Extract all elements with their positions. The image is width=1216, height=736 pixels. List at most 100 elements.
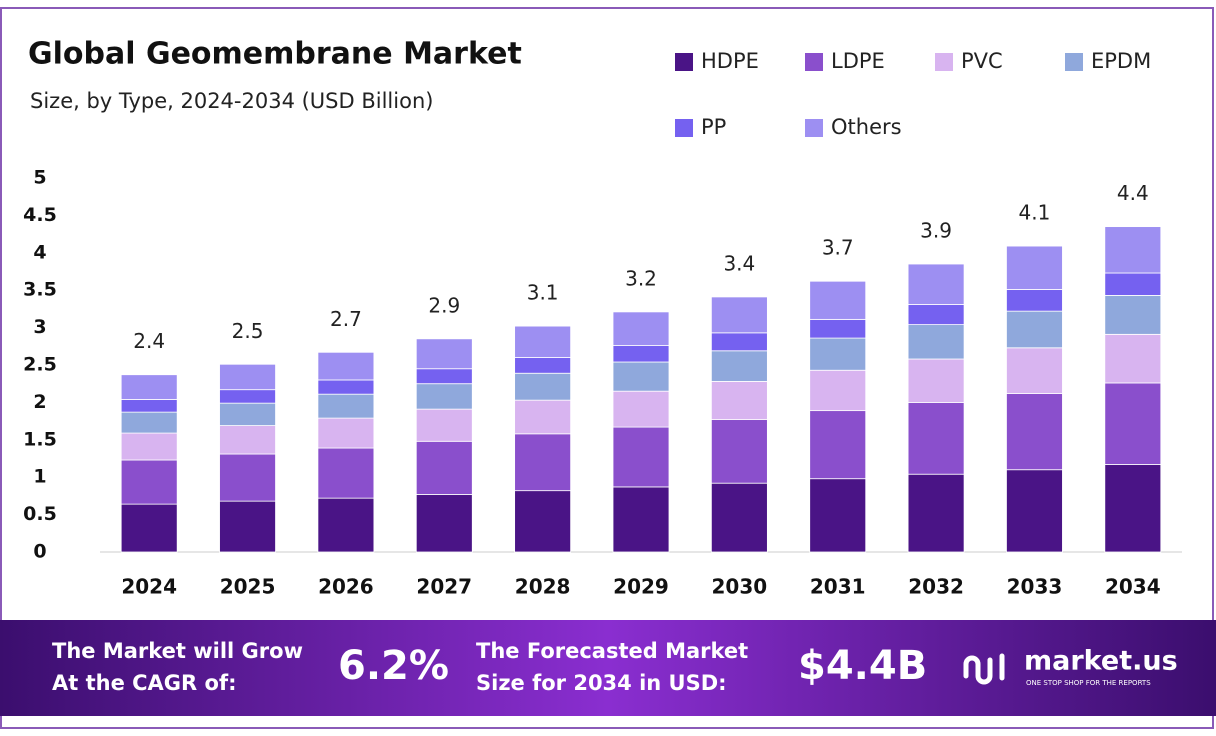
brand-logo — [963, 653, 1005, 685]
bar-segment — [612, 390, 670, 428]
x-tick-label: 2031 — [810, 575, 866, 599]
bar-segment — [809, 410, 867, 480]
banner — [0, 620, 1216, 716]
bar-segment — [809, 478, 867, 553]
x-tick-label: 2026 — [318, 575, 374, 599]
total-label: 2.9 — [428, 293, 460, 317]
legend-swatch — [935, 53, 953, 71]
y-tick-label: 0 — [33, 541, 46, 563]
bar-segment — [710, 350, 768, 382]
bar-segment — [120, 374, 178, 400]
bar-segment — [1006, 393, 1063, 471]
bar-segment — [1104, 333, 1162, 384]
bar-segment — [1104, 226, 1162, 274]
x-tick-label: 2029 — [613, 575, 669, 599]
bar-segment — [120, 432, 178, 461]
brand: market.us — [1024, 646, 1178, 677]
bar-segment — [809, 280, 867, 320]
total-label: 2.4 — [133, 329, 165, 353]
x-tick-label: 2032 — [908, 575, 964, 599]
y-tick-label: 3 — [33, 316, 46, 338]
banner-value: $4.4B — [798, 643, 927, 689]
bar-segment — [809, 318, 867, 339]
bar-segment — [317, 497, 375, 553]
banner-text: At the CAGR of: — [52, 671, 237, 695]
bar-segment — [120, 459, 178, 505]
legend-swatch — [805, 53, 823, 71]
x-tick-label: 2027 — [416, 575, 472, 599]
bar-segment — [1104, 295, 1162, 335]
bar-segment — [317, 417, 375, 449]
bar-segment — [415, 440, 473, 495]
bar-segment — [710, 419, 768, 484]
total-label: 4.1 — [1019, 201, 1051, 225]
bar-segment — [415, 383, 473, 410]
x-tick-label: 2025 — [220, 575, 276, 599]
bar-segment — [710, 332, 768, 352]
bar-segment — [612, 361, 670, 392]
bar-segment — [219, 363, 276, 391]
bar-segment — [1006, 310, 1063, 349]
y-tick-label: 0.5 — [23, 503, 57, 525]
bar-segment — [612, 486, 670, 553]
bar-segment — [514, 433, 572, 492]
bar-segment — [514, 399, 572, 435]
bar-segment — [415, 368, 473, 385]
bar-segment — [1104, 382, 1162, 465]
bar-segment — [612, 426, 670, 488]
legend-label: Others — [831, 115, 902, 139]
bar-segment — [415, 338, 473, 370]
total-label: 2.7 — [330, 307, 362, 331]
bar-segment — [1104, 272, 1162, 296]
total-label: 2.5 — [232, 319, 264, 343]
banner-text: The Market will Grow — [52, 639, 303, 663]
x-tick-label: 2028 — [515, 575, 571, 599]
bar-segment — [710, 296, 768, 334]
bar-segment — [907, 324, 965, 360]
total-label: 4.4 — [1117, 181, 1149, 205]
y-tick-label: 2 — [33, 391, 46, 413]
bar-segment — [1006, 245, 1063, 290]
bar-segment — [219, 389, 276, 404]
chart-subtitle: Size, by Type, 2024-2034 (USD Billion) — [30, 89, 433, 113]
legend-swatch — [1065, 53, 1083, 71]
bar-segment — [317, 351, 375, 381]
bar-segment — [907, 401, 965, 475]
legend-label: HDPE — [701, 49, 759, 73]
y-tick-label: 1.5 — [23, 428, 57, 450]
legend-label: PVC — [961, 49, 1003, 73]
bar-segment — [219, 453, 276, 502]
legend-label: PP — [701, 115, 726, 139]
y-tick-label: 1 — [33, 466, 46, 488]
chart-title: Global Geomembrane Market — [28, 37, 522, 72]
bar-segment — [120, 399, 178, 413]
legend-label: EPDM — [1091, 49, 1151, 73]
legend-label: LDPE — [831, 49, 885, 73]
bar-segment — [612, 345, 670, 363]
bar-segment — [120, 503, 178, 553]
bar-segment — [514, 372, 572, 401]
y-tick-label: 3.5 — [23, 279, 57, 301]
banner-text: Size for 2034 in USD: — [476, 671, 727, 695]
legend-swatch — [805, 119, 823, 137]
x-tick-label: 2024 — [121, 575, 177, 599]
bar-segment — [219, 500, 276, 553]
bar-segment — [809, 369, 867, 412]
bar-segment — [219, 402, 276, 426]
x-tick-label: 2030 — [712, 575, 768, 599]
y-tick-label: 2.5 — [23, 354, 57, 376]
banner-value: 6.2% — [338, 643, 449, 689]
tagline: ONE STOP SHOP FOR THE REPORTS — [1026, 679, 1151, 687]
x-tick-label: 2034 — [1105, 575, 1161, 599]
bar-segment — [415, 408, 473, 442]
total-label: 3.7 — [822, 236, 854, 260]
bar-segment — [415, 494, 473, 553]
bar-segment — [514, 490, 572, 553]
banner-text: The Forecasted Market — [476, 639, 748, 663]
bar-segment — [514, 325, 572, 358]
bar-segment — [907, 358, 965, 403]
bar-segment — [1104, 464, 1162, 553]
total-label: 3.9 — [920, 219, 952, 243]
bar-segment — [514, 357, 572, 374]
